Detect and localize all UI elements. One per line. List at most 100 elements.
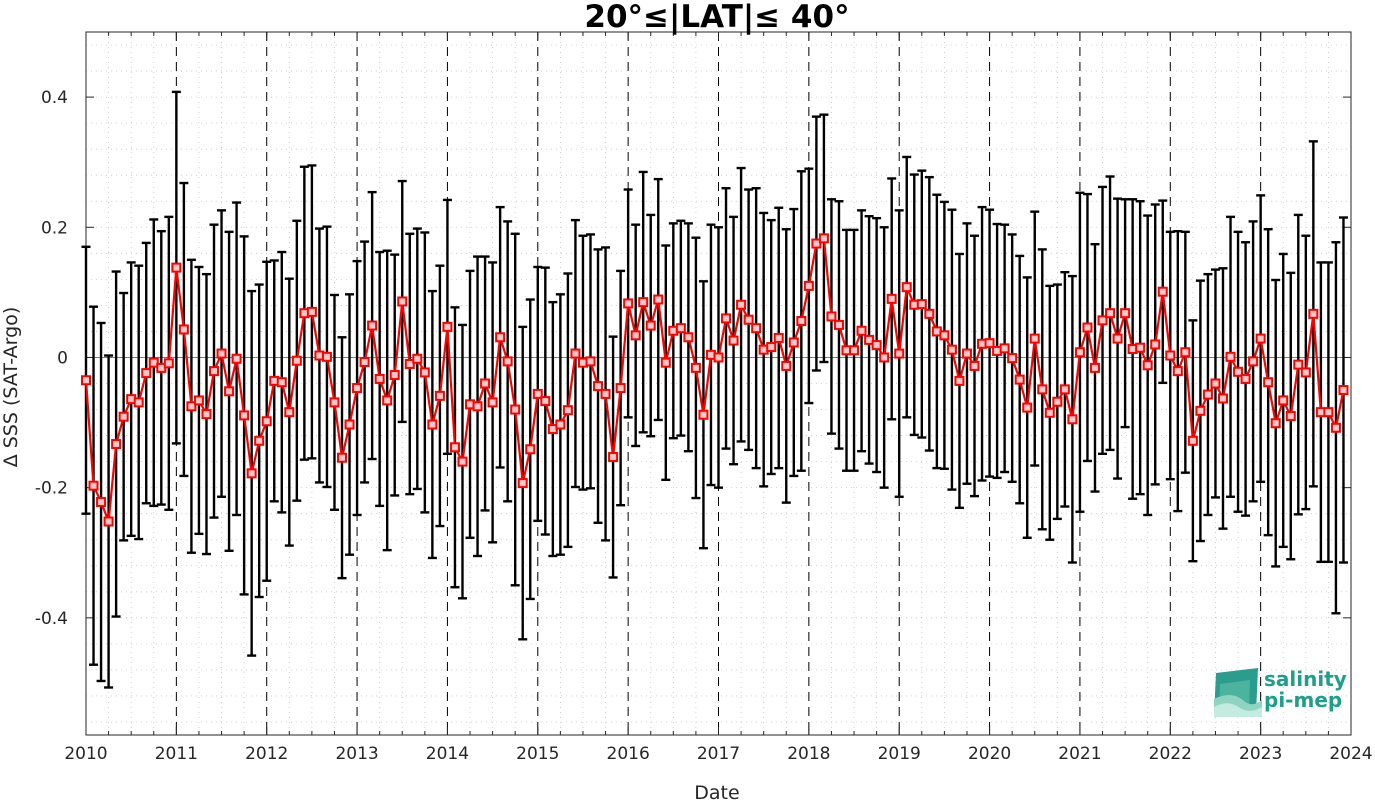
data-point (487, 397, 498, 408)
data-point (833, 319, 844, 330)
y-axis-label: Δ SSS (SAT-Argo) (0, 307, 22, 467)
x-tick-label: 2013 (335, 744, 378, 764)
data-point (224, 386, 235, 397)
data-point (1278, 395, 1289, 406)
data-point (608, 452, 619, 463)
data-point (570, 348, 581, 359)
data-point (1210, 378, 1221, 389)
data-point (743, 314, 754, 325)
data-point (675, 323, 686, 334)
series (81, 233, 1349, 527)
data-point (969, 360, 980, 371)
data-point (344, 419, 355, 430)
data-point (1240, 373, 1251, 384)
data-point (284, 407, 295, 418)
data-point (781, 360, 792, 371)
data-point (480, 378, 491, 389)
data-point (374, 373, 385, 384)
x-tick-label: 2011 (155, 744, 198, 764)
data-point (1233, 366, 1244, 377)
data-point (472, 401, 483, 412)
data-point (818, 233, 829, 244)
data-point (1029, 333, 1040, 344)
logo-text-pi-mep: pi-mep (1264, 688, 1342, 712)
data-point (653, 294, 664, 305)
data-point (826, 311, 837, 322)
data-point (615, 383, 626, 394)
data-point (193, 395, 204, 406)
data-point (796, 316, 807, 327)
data-point (856, 325, 867, 336)
data-point (502, 356, 513, 367)
data-point (630, 330, 641, 341)
error-bars (81, 90, 1348, 689)
data-point (600, 388, 611, 399)
data-point (562, 405, 573, 416)
data-point (306, 306, 317, 317)
data-point (683, 332, 694, 343)
data-point (1217, 393, 1228, 404)
data-point (1202, 389, 1213, 400)
data-point (367, 320, 378, 331)
data-point (871, 340, 882, 351)
data-point (849, 345, 860, 356)
data-point (961, 348, 972, 359)
data-point (773, 332, 784, 343)
data-point (404, 358, 415, 369)
data-point (698, 409, 709, 420)
data-point (1142, 360, 1153, 371)
data-point (321, 351, 332, 362)
data-point (88, 480, 99, 491)
data-point (1014, 374, 1025, 385)
logo-text-salinity: salinity (1264, 667, 1347, 691)
y-tick-label: 0 (57, 348, 68, 368)
data-point (352, 383, 363, 394)
data-point (788, 337, 799, 348)
data-point (623, 298, 634, 309)
data-point (728, 335, 739, 346)
data-point (721, 313, 732, 324)
data-point (254, 435, 265, 446)
data-point (1022, 402, 1033, 413)
data-point (901, 282, 912, 293)
x-axis-ticks: 2010 2011 2012 2013 2014 2015 2016 2017 2018 2019… (64, 32, 1373, 764)
data-point (216, 348, 227, 359)
data-point (939, 330, 950, 341)
x-tick-label: 2012 (245, 744, 288, 764)
x-tick-label: 2014 (426, 744, 469, 764)
y-axis-ticks: -0.4 -0.2 0 0.2 0.4 (35, 88, 1351, 629)
data-point (1195, 405, 1206, 416)
data-point (412, 353, 423, 364)
data-point (178, 324, 189, 335)
logo-wave-icon (1214, 668, 1262, 717)
y-tick-label: 0.2 (41, 218, 68, 238)
data-point (1285, 411, 1296, 422)
data-point (946, 344, 957, 355)
x-axis-label: Date (694, 782, 739, 801)
data-point (517, 478, 528, 489)
data-point (133, 397, 144, 408)
data-point (1037, 384, 1048, 395)
data-point (585, 356, 596, 367)
data-point (382, 395, 393, 406)
data-point (1180, 347, 1191, 358)
data-point (690, 362, 701, 373)
data-point (1300, 367, 1311, 378)
data-point (766, 342, 777, 353)
data-point (1323, 407, 1334, 418)
data-point (231, 353, 242, 364)
data-point (276, 377, 287, 388)
data-point (397, 296, 408, 307)
x-tick-label: 2015 (516, 744, 559, 764)
data-point (1165, 350, 1176, 361)
data-point (186, 401, 197, 412)
data-point (103, 516, 114, 527)
data-point (359, 357, 370, 368)
data-point (736, 299, 747, 310)
data-point (1082, 322, 1093, 333)
data-point (1135, 342, 1146, 353)
data-point (660, 357, 671, 368)
x-tick-label: 2017 (697, 744, 740, 764)
data-point (1150, 339, 1161, 350)
data-point (510, 404, 521, 415)
